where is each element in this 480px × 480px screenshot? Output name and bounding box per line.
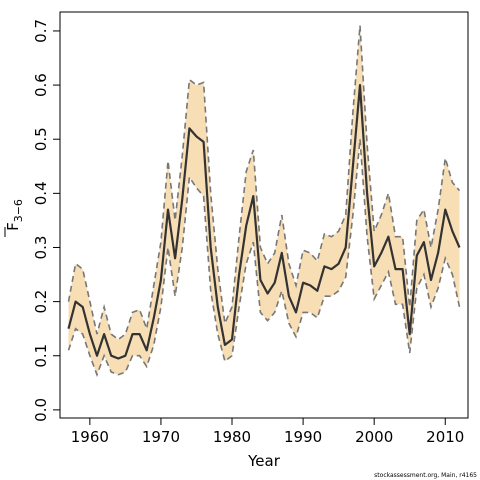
y-tick-label: 0.4 (32, 181, 50, 205)
confidence-band-area (68, 25, 460, 375)
x-tick-label: 2000 (355, 428, 393, 446)
x-tick-label: 1970 (142, 428, 180, 446)
x-axis-title: Year (247, 452, 281, 470)
x-tick-label: 1980 (213, 428, 251, 446)
confidence-band (68, 25, 460, 375)
y-axis: 0.0 0.1 0.2 0.3 0.4 0.5 0.6 0.7 (32, 19, 61, 422)
y-tick-label: 0.6 (32, 73, 50, 97)
upper-bound-line (67, 25, 461, 341)
y-tick-label: 0.3 (32, 236, 50, 260)
y-axis-title: F3−6 (4, 199, 25, 237)
x-tick-label: 1990 (284, 428, 322, 446)
x-axis: 1960 1970 1980 1990 2000 2010 (71, 417, 464, 446)
y-axis-title-main: F (4, 222, 22, 231)
x-tick-label: 1960 (71, 428, 109, 446)
y-tick-label: 0.0 (32, 398, 50, 422)
y-axis-title-subscript: 3−6 (12, 199, 25, 222)
y-tick-label: 0.5 (32, 127, 50, 151)
y-tick-label: 0.7 (32, 19, 50, 43)
svg-text:F3−6: F3−6 (4, 199, 25, 231)
confidence-bounds (67, 25, 461, 377)
y-tick-label: 0.2 (32, 290, 50, 314)
estimate-series (67, 83, 461, 360)
credit-text: stockassessment.org, Main, r4165 (374, 472, 477, 479)
estimate-line (67, 83, 461, 360)
y-tick-label: 0.1 (32, 344, 50, 368)
x-tick-label: 2010 (426, 428, 464, 446)
